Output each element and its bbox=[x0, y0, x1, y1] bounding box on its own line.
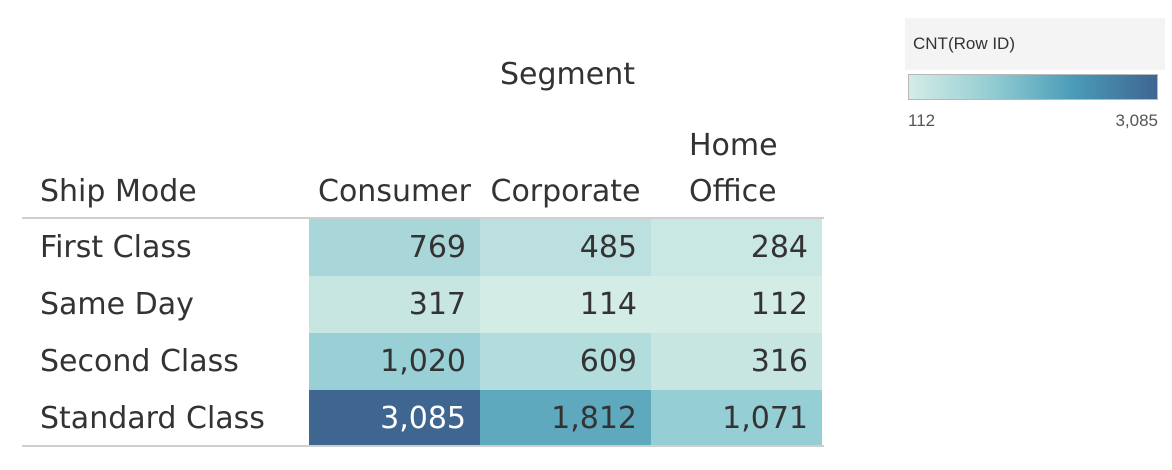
heatmap-cell[interactable]: 1,071 bbox=[651, 390, 822, 447]
row-label-second-class: Second Class bbox=[40, 344, 239, 379]
heatmap-cell[interactable]: 316 bbox=[651, 333, 822, 390]
row-dimension-title: Ship Mode bbox=[40, 174, 197, 209]
legend-max-label: 3,085 bbox=[1115, 111, 1158, 130]
column-dimension-title: Segment bbox=[500, 57, 635, 92]
heatmap-cell[interactable]: 609 bbox=[480, 333, 651, 390]
heatmap-cell[interactable]: 1,020 bbox=[309, 333, 480, 390]
heatmap-cell[interactable]: 317 bbox=[309, 276, 480, 333]
column-header-home-office: Home bbox=[689, 128, 778, 163]
row-label-standard-class: Standard Class bbox=[40, 401, 265, 436]
column-header-corporate: Corporate bbox=[490, 174, 641, 209]
legend-color-ramp bbox=[908, 74, 1158, 100]
heatmap-cell[interactable]: 1,812 bbox=[480, 390, 651, 447]
header-divider bbox=[22, 217, 824, 219]
legend-title-background bbox=[905, 18, 1165, 70]
column-header-home-office: Office bbox=[689, 174, 777, 209]
heatmap-cell[interactable]: 284 bbox=[651, 219, 822, 276]
row-label-first-class: First Class bbox=[40, 230, 192, 265]
heatmap-cell[interactable]: 114 bbox=[480, 276, 651, 333]
row-label-same-day: Same Day bbox=[40, 287, 194, 322]
heatmap-cell[interactable]: 112 bbox=[651, 276, 822, 333]
legend-min-label: 112 bbox=[908, 111, 936, 130]
heatmap-cell[interactable]: 3,085 bbox=[309, 390, 480, 447]
legend-title: CNT(Row ID) bbox=[913, 34, 1015, 53]
column-header-consumer: Consumer bbox=[318, 174, 471, 209]
table-bottom-divider bbox=[22, 445, 824, 447]
heatmap-cell[interactable]: 769 bbox=[309, 219, 480, 276]
heatmap-cell[interactable]: 485 bbox=[480, 219, 651, 276]
